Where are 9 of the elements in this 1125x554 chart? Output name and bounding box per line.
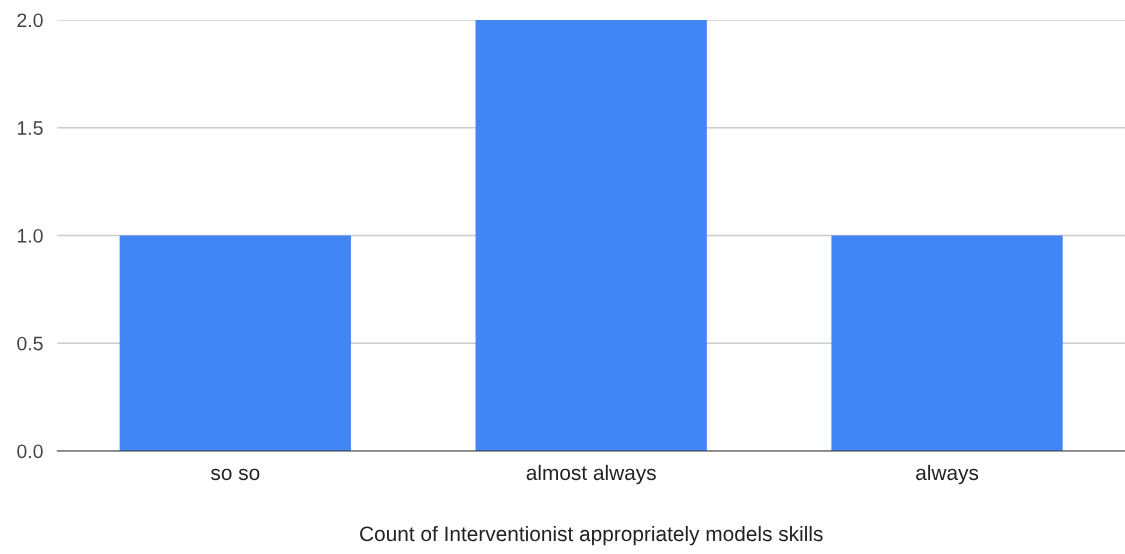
y-tick-label: 1.5 — [17, 121, 43, 135]
x-tick-label: almost always — [526, 464, 656, 485]
y-tick-label: 1.0 — [17, 228, 43, 243]
x-tick-label: so so — [211, 468, 260, 481]
y-tick-label: 0.0 — [17, 444, 43, 459]
y-tick-label: 0.5 — [17, 336, 43, 351]
x-tick-label: always — [916, 464, 979, 485]
x-axis-title: Count of Interventionist appropriately models skills — [360, 525, 823, 546]
y-tick-label: 2.0 — [17, 13, 43, 28]
